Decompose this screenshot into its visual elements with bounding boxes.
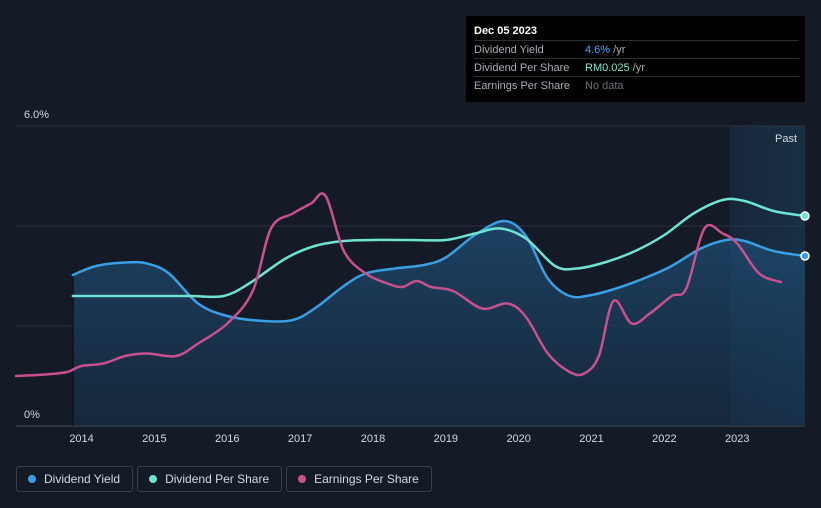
y-tick-label: 6.0%	[24, 109, 49, 121]
chart-legend: Dividend Yield Dividend Per Share Earnin…	[16, 466, 432, 494]
x-tick-label: 2015	[142, 433, 166, 445]
x-tick-label: 2023	[725, 433, 749, 445]
tooltip-date: Dec 05 2023	[474, 25, 537, 37]
x-tick-label: 2017	[288, 433, 312, 445]
legend-item-earnings-per-share[interactable]: Earnings Per Share	[286, 466, 432, 492]
tooltip-unit: /yr	[629, 62, 645, 74]
x-tick-label: 2014	[69, 433, 93, 445]
y-axis: 6.0% 0%	[24, 109, 49, 421]
tooltip-value: No data	[585, 80, 624, 92]
tooltip-label: Dividend Yield	[474, 44, 544, 56]
legend-dot-icon	[149, 475, 158, 483]
x-tick-label: 2021	[579, 433, 603, 445]
tooltip-unit: /yr	[610, 44, 626, 56]
legend-item-dividend-yield[interactable]: Dividend Yield	[16, 466, 134, 492]
series-lines	[14, 192, 810, 378]
legend-label: Dividend Per Share	[165, 472, 270, 486]
tooltip-value-number: No data	[585, 80, 624, 92]
dividend-per-share-end-marker	[800, 211, 810, 221]
tooltip-label: Dividend Per Share	[474, 62, 570, 74]
x-tick-label: 2022	[652, 433, 676, 445]
dividend-yield-end-marker	[800, 251, 810, 261]
legend-label: Earnings Per Share	[314, 472, 419, 486]
tooltip-row-dividend-yield: Dividend Yield 4.6% /yr	[474, 40, 799, 59]
x-tick-label: 2020	[506, 433, 530, 445]
tooltip-panel: Dec 05 2023 Dividend Yield 4.6% /yr Divi…	[466, 16, 805, 102]
legend-label: Dividend Yield	[44, 472, 121, 486]
past-label: Past	[775, 133, 797, 145]
x-tick-label: 2019	[434, 433, 458, 445]
legend-dot-icon	[298, 475, 307, 483]
legend-dot-icon	[28, 475, 36, 483]
legend-item-dividend-per-share[interactable]: Dividend Per Share	[137, 466, 283, 492]
tooltip-row-dividend-per-share: Dividend Per Share RM0.025 /yr	[474, 58, 799, 77]
tooltip-row-earnings-per-share: Earnings Per Share No data	[474, 76, 799, 95]
tooltip-value-number: 4.6%	[585, 44, 611, 56]
tooltip-value: 4.6% /yr	[585, 44, 625, 56]
x-tick-label: 2016	[215, 433, 239, 445]
dividend-yield-area	[72, 220, 805, 426]
y-tick-label: 0%	[24, 409, 40, 421]
tooltip-label: Earnings Per Share	[474, 80, 570, 92]
tooltip-value-number: RM0.025	[585, 62, 630, 74]
x-axis: 2014 2015 2016 2017 2018 2019 2020 2021 2022 2023	[69, 433, 749, 445]
area-fills	[71, 220, 805, 426]
dividend-per-share-line	[71, 197, 807, 299]
tooltip-value: RM0.025 /yr	[585, 62, 645, 74]
earnings-per-share-line	[14, 192, 783, 378]
x-tick-label: 2018	[361, 433, 385, 445]
